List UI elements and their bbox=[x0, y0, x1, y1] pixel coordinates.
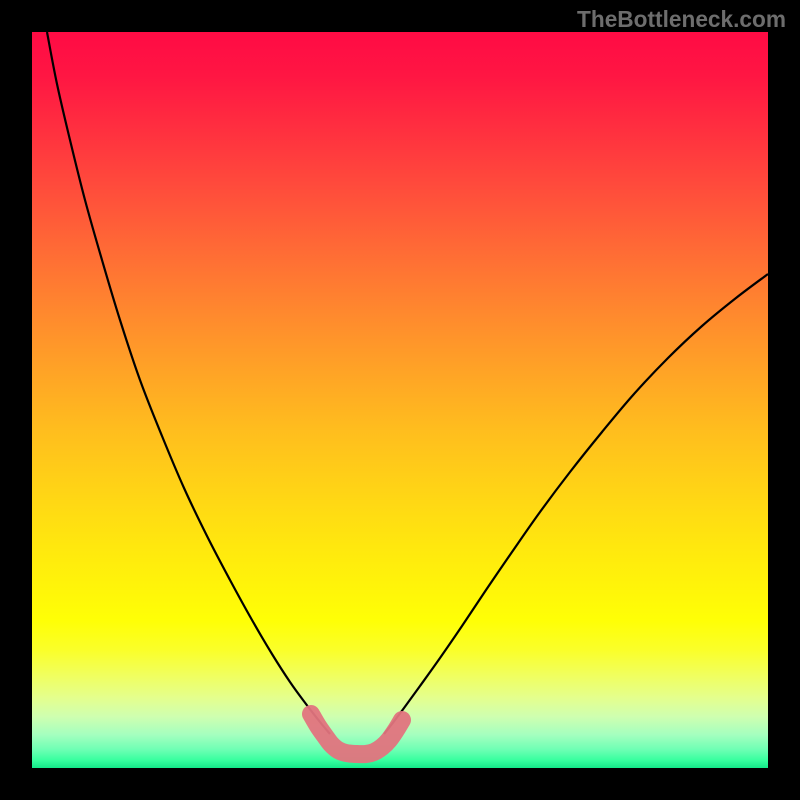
pink-overlay bbox=[311, 714, 402, 754]
right-curve bbox=[384, 274, 768, 734]
left-curve bbox=[47, 32, 330, 734]
curve-layer bbox=[32, 32, 768, 768]
plot-area bbox=[32, 32, 768, 768]
watermark-text: TheBottleneck.com bbox=[577, 6, 786, 33]
